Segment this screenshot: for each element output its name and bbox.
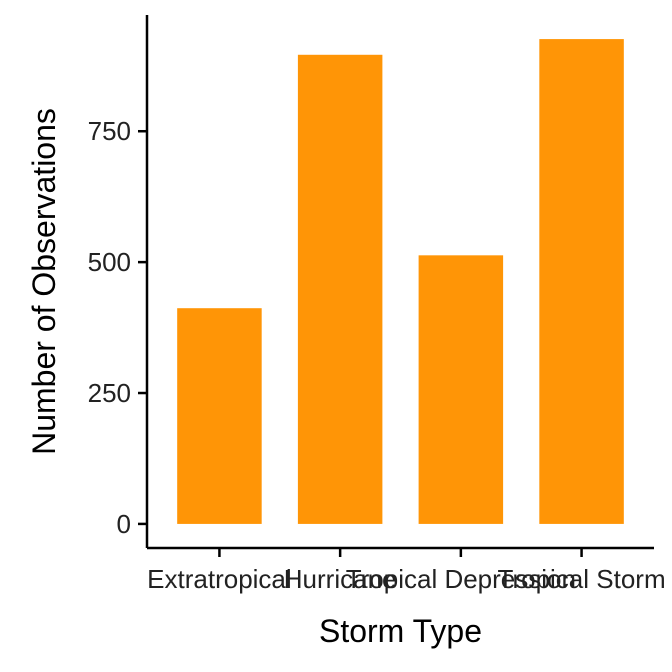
x-tick-label: Extratropical — [147, 564, 292, 594]
x-axis-title: Storm Type — [319, 613, 482, 649]
y-tick-label: 250 — [88, 378, 131, 408]
bar-hurricane — [297, 54, 383, 524]
bar-tropical-storm — [539, 39, 624, 524]
y-tick-label: 500 — [88, 247, 131, 277]
x-tick-label: Hurricane — [284, 564, 397, 594]
y-axis-ticks: 0 250 500 750 — [88, 116, 147, 539]
bar-tropical-depression — [418, 255, 504, 524]
bars-layer — [177, 39, 624, 524]
x-tick-label: Tropical Storm — [498, 564, 666, 594]
y-axis-title: Number of Observations — [26, 108, 62, 455]
y-tick-label: 750 — [88, 116, 131, 146]
bar-extratropical — [177, 308, 262, 524]
y-tick-label: 0 — [117, 509, 131, 539]
x-tick-label: Tropical Depression — [346, 564, 576, 594]
